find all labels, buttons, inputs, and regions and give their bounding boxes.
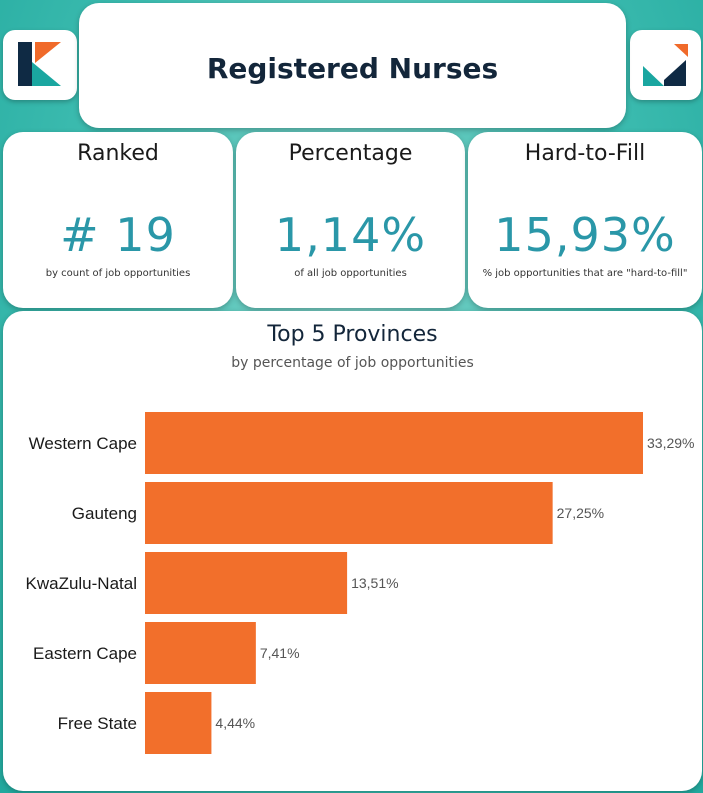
bar-chart: Western Cape 33,29% Gauteng 27,25% KwaZulu-N… [26,412,694,754]
kpi-ranked-caption: by count of job opportunities [45,268,191,279]
kpi-hard-to-fill-value: 15,93% [494,208,676,262]
kpi-hard-to-fill-heading: Hard-to-Fill [524,141,646,166]
logo-left [3,30,77,100]
bar[interactable] [145,622,256,684]
bar[interactable] [145,412,643,474]
kpi-hard-to-fill-card: Hard-to-Fill 15,93% % job opportunities … [468,132,702,308]
k-logo-mark-icon [643,44,688,86]
k-logo-icon [18,42,61,86]
data-label: 4,44% [215,715,255,731]
kpi-ranked-card: Ranked # 19 by count of job opportunitie… [3,132,233,308]
top-provinces-chart-card: Top 5 Provinces by percentage of job opp… [3,311,702,791]
kpi-percentage-card: Percentage 1,14% of all job opportunitie… [236,132,465,308]
logo-right [630,30,701,100]
category-label: Free State [58,714,137,733]
category-label: Gauteng [72,504,137,523]
data-label: 13,51% [351,575,398,591]
bar[interactable] [145,692,212,754]
kpi-percentage-value: 1,14% [274,208,427,262]
data-label: 33,29% [647,435,694,451]
category-label: Eastern Cape [33,644,137,663]
category-label: KwaZulu-Natal [26,574,138,593]
chart-subtitle: by percentage of job opportunities [231,355,474,371]
kpi-percentage-caption: of all job opportunities [294,268,407,279]
title-card: Registered Nurses [79,3,626,128]
bar[interactable] [145,552,348,614]
kpi-ranked-heading: Ranked [77,141,159,166]
kpi-percentage-heading: Percentage [288,141,413,166]
data-label: 7,41% [260,645,300,661]
chart-title: Top 5 Provinces [267,322,438,347]
category-label: Western Cape [29,434,137,453]
page-title: Registered Nurses [206,52,499,85]
data-label: 27,25% [557,505,604,521]
bar[interactable] [145,482,553,544]
kpi-hard-to-fill-caption: % job opportunities that are "hard-to-fi… [482,268,688,279]
kpi-ranked-value: # 19 [60,208,176,262]
